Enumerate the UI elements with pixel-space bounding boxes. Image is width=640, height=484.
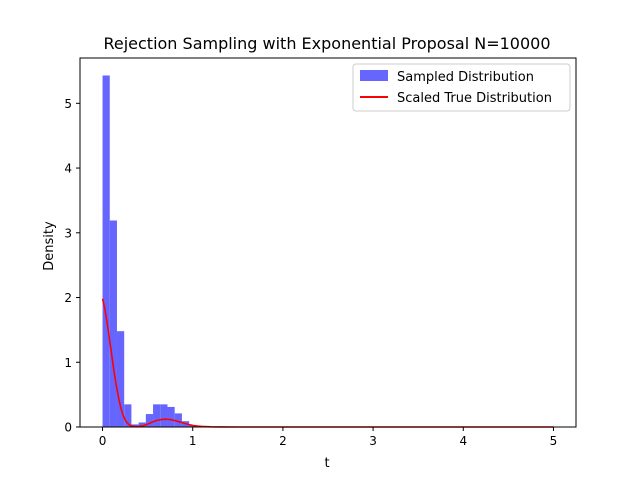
histogram-bar <box>153 404 161 427</box>
legend-label-true: Scaled True Distribution <box>397 91 552 106</box>
histogram-bar <box>102 75 110 428</box>
legend-label-sampled: Sampled Distribution <box>397 70 534 85</box>
legend-swatch-sampled <box>360 70 388 81</box>
x-axis-ticks: 0 1 2 3 4 5 <box>99 427 558 448</box>
histogram-bar <box>167 406 175 427</box>
plot-frame <box>79 57 577 428</box>
x-tick-label: 5 <box>550 434 558 448</box>
y-tick-label: 3 <box>64 226 72 240</box>
histogram-bar <box>174 413 182 427</box>
y-axis-label: Density <box>42 221 57 271</box>
histogram-bar <box>116 331 125 427</box>
y-tick-label: 5 <box>64 97 72 111</box>
legend: Sampled Distribution Scaled True Distrib… <box>352 63 571 112</box>
histogram-bar <box>138 422 146 427</box>
y-tick-label: 4 <box>64 162 72 176</box>
bars-layer <box>102 75 204 428</box>
y-axis-ticks: 0 1 2 3 4 5 <box>64 97 80 435</box>
histogram-bar <box>124 404 132 427</box>
x-tick-label: 1 <box>189 434 197 448</box>
histogram-bar <box>145 414 154 427</box>
x-tick-label: 3 <box>369 434 377 448</box>
x-tick-label: 0 <box>99 434 107 448</box>
histogram-bar <box>160 404 168 427</box>
legend-box <box>352 63 571 112</box>
x-tick-label: 4 <box>459 434 467 448</box>
y-tick-label: 1 <box>64 356 72 370</box>
x-axis-label: t <box>324 456 329 471</box>
histogram-bar <box>109 220 117 427</box>
chart-title: Rejection Sampling with Exponential Prop… <box>103 34 550 53</box>
y-tick-label: 0 <box>64 421 72 435</box>
histogram-bar <box>131 424 139 427</box>
y-tick-label: 2 <box>64 291 72 305</box>
x-tick-label: 2 <box>279 434 287 448</box>
